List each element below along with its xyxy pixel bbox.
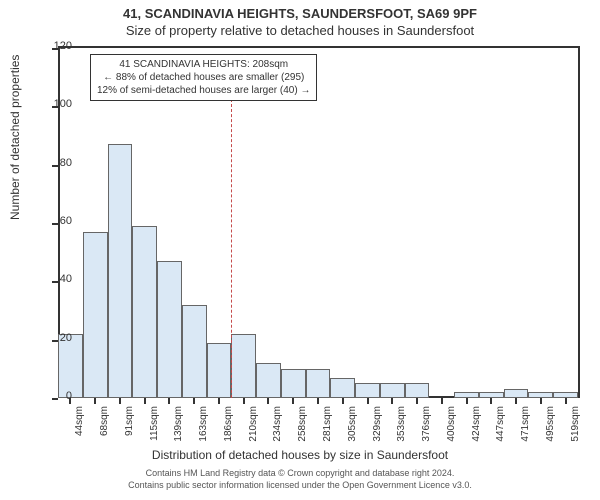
x-tick-label: 186sqm bbox=[223, 406, 234, 466]
x-tick bbox=[168, 398, 170, 404]
histogram-bar bbox=[207, 343, 232, 398]
histogram-bar bbox=[355, 383, 380, 398]
y-tick-label: 100 bbox=[54, 98, 72, 110]
y-tick-label: 120 bbox=[54, 40, 72, 52]
x-tick-label: 139sqm bbox=[173, 406, 184, 466]
footer-text: Contains HM Land Registry data © Crown c… bbox=[0, 468, 600, 491]
footer-line-1: Contains HM Land Registry data © Crown c… bbox=[146, 468, 455, 478]
x-tick-label: 353sqm bbox=[396, 406, 407, 466]
histogram-bar bbox=[380, 383, 405, 398]
histogram-bar bbox=[182, 305, 207, 398]
x-tick bbox=[193, 398, 195, 404]
histogram-bar bbox=[132, 226, 157, 398]
histogram-bar bbox=[504, 389, 529, 398]
x-tick bbox=[342, 398, 344, 404]
y-tick bbox=[52, 165, 58, 167]
x-tick-label: 376sqm bbox=[421, 406, 432, 466]
x-tick-label: 305sqm bbox=[347, 406, 358, 466]
x-tick bbox=[317, 398, 319, 404]
y-tick bbox=[52, 223, 58, 225]
x-tick bbox=[144, 398, 146, 404]
x-tick-label: 495sqm bbox=[545, 406, 556, 466]
x-tick-label: 424sqm bbox=[471, 406, 482, 466]
x-tick-label: 447sqm bbox=[495, 406, 506, 466]
histogram-bar bbox=[157, 261, 182, 398]
x-tick-label: 519sqm bbox=[570, 406, 581, 466]
footer-line-2: Contains public sector information licen… bbox=[128, 480, 472, 490]
histogram-bar bbox=[405, 383, 430, 398]
x-tick bbox=[267, 398, 269, 404]
y-axis-label: Number of detached properties bbox=[8, 55, 22, 220]
x-tick bbox=[391, 398, 393, 404]
histogram-bar bbox=[330, 378, 355, 398]
x-tick bbox=[243, 398, 245, 404]
y-tick bbox=[52, 398, 58, 400]
annotation-box: 41 SCANDINAVIA HEIGHTS: 208sqm← 88% of d… bbox=[90, 54, 317, 101]
x-tick bbox=[218, 398, 220, 404]
x-tick-label: 44sqm bbox=[74, 406, 85, 466]
histogram-bar bbox=[281, 369, 306, 398]
y-tick-label: 20 bbox=[60, 332, 72, 344]
y-tick-label: 60 bbox=[60, 215, 72, 227]
x-tick bbox=[119, 398, 121, 404]
annotation-line: ← 88% of detached houses are smaller (29… bbox=[97, 71, 310, 84]
y-tick-label: 80 bbox=[60, 157, 72, 169]
histogram-bar bbox=[108, 144, 133, 398]
x-tick bbox=[441, 398, 443, 404]
x-tick-label: 115sqm bbox=[149, 406, 160, 466]
x-tick-label: 400sqm bbox=[446, 406, 457, 466]
y-tick bbox=[52, 281, 58, 283]
super-title: 41, SCANDINAVIA HEIGHTS, SAUNDERSFOOT, S… bbox=[0, 0, 600, 21]
x-tick-label: 234sqm bbox=[272, 406, 283, 466]
chart-container: 41, SCANDINAVIA HEIGHTS, SAUNDERSFOOT, S… bbox=[0, 0, 600, 500]
histogram-bar bbox=[256, 363, 281, 398]
x-tick bbox=[540, 398, 542, 404]
histogram-bar bbox=[231, 334, 256, 398]
x-tick-label: 329sqm bbox=[372, 406, 383, 466]
x-tick bbox=[94, 398, 96, 404]
histogram-bar bbox=[83, 232, 108, 398]
x-tick bbox=[466, 398, 468, 404]
y-tick-label: 40 bbox=[60, 273, 72, 285]
x-tick bbox=[416, 398, 418, 404]
x-tick-label: 258sqm bbox=[297, 406, 308, 466]
y-tick-label: 0 bbox=[66, 390, 72, 402]
x-tick bbox=[515, 398, 517, 404]
histogram-bar bbox=[306, 369, 331, 398]
x-tick-label: 281sqm bbox=[322, 406, 333, 466]
x-tick-label: 210sqm bbox=[248, 406, 259, 466]
x-tick bbox=[490, 398, 492, 404]
x-tick-label: 68sqm bbox=[99, 406, 110, 466]
x-tick bbox=[292, 398, 294, 404]
annotation-line: 12% of semi-detached houses are larger (… bbox=[97, 84, 310, 97]
x-tick-label: 471sqm bbox=[520, 406, 531, 466]
y-tick bbox=[52, 340, 58, 342]
x-tick-label: 91sqm bbox=[124, 406, 135, 466]
x-tick bbox=[367, 398, 369, 404]
x-tick bbox=[565, 398, 567, 404]
property-marker-line bbox=[231, 94, 232, 398]
main-title: Size of property relative to detached ho… bbox=[0, 21, 600, 38]
x-tick-label: 163sqm bbox=[198, 406, 209, 466]
annotation-line: 41 SCANDINAVIA HEIGHTS: 208sqm bbox=[97, 58, 310, 71]
